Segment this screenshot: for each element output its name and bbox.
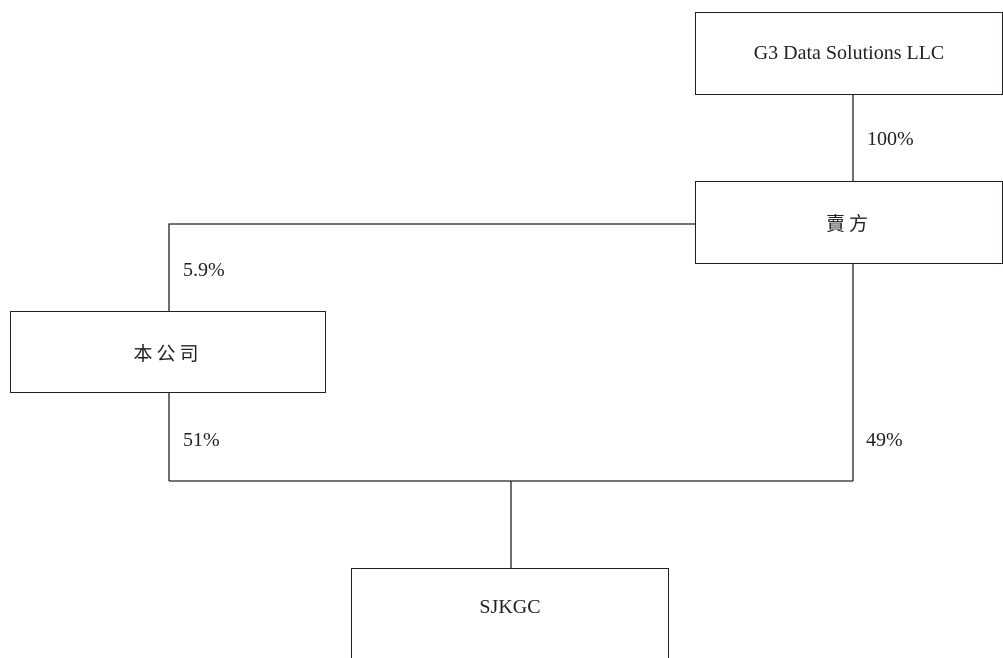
company-entity-label: 本公司 — [133, 342, 203, 365]
target-entity-label: SJKGC — [479, 596, 541, 618]
seller-entity-label: 賣方 — [825, 213, 872, 235]
line-seller-to-company — [168, 223, 695, 311]
ownership-percent-parent-to-seller: 100% — [867, 128, 914, 150]
ownership-percent-company-to-target: 51% — [183, 429, 220, 451]
parent-entity-label: G3 Data Solutions LLC — [753, 42, 945, 64]
ownership-percent-seller-to-company: 5.9% — [183, 259, 225, 281]
seller-entity-box: 賣方 — [695, 181, 1003, 264]
target-entity-box: SJKGC — [351, 568, 669, 658]
ownership-percent-seller-to-target: 49% — [866, 429, 903, 451]
company-entity-box: 本公司 — [10, 311, 326, 393]
parent-entity-box: G3 Data Solutions LLC — [695, 12, 1003, 95]
